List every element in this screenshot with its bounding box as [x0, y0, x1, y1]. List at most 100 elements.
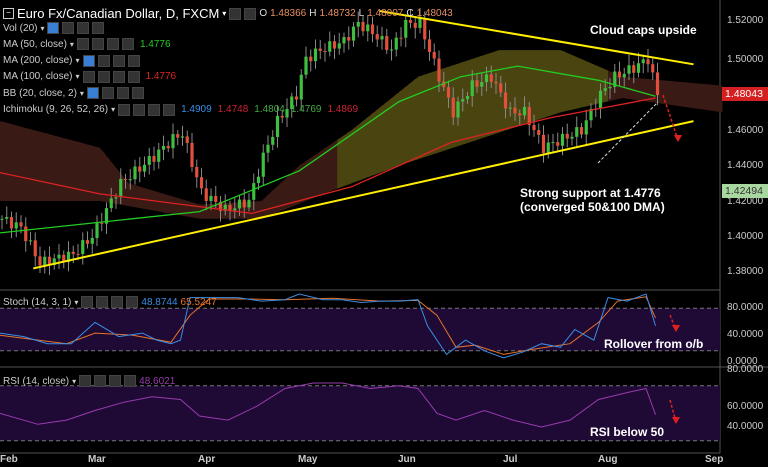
stoch-k-value: 48.8744 [141, 296, 178, 308]
candle [57, 254, 61, 259]
plus-icon[interactable] [111, 296, 124, 308]
ichimoku-cloud [674, 81, 680, 107]
candle [494, 81, 498, 84]
candle [584, 120, 588, 135]
candle [161, 145, 166, 150]
price-tick: 1.52000 [727, 15, 764, 26]
close-icon[interactable] [127, 70, 140, 83]
candle [570, 136, 574, 139]
ichimoku-cloud [688, 82, 694, 109]
candle [385, 36, 389, 51]
candle [627, 65, 631, 74]
ichimoku-cloud [280, 178, 286, 212]
ichimoku-cloud [28, 128, 34, 201]
ichimoku-cloud [166, 194, 172, 214]
plus-icon[interactable] [112, 70, 125, 83]
collapse-icon[interactable]: − [3, 8, 14, 19]
dashed-arrow [597, 101, 659, 164]
gear-icon[interactable] [244, 7, 257, 20]
candle [437, 58, 441, 82]
candle [62, 254, 66, 263]
indicator-label[interactable]: BB (20, close, 2) [3, 87, 77, 99]
close-icon[interactable] [127, 54, 140, 67]
candle [24, 226, 28, 242]
plus-icon[interactable] [116, 87, 129, 100]
candle [109, 198, 113, 209]
candle [370, 24, 375, 35]
visibility-icon[interactable] [86, 87, 99, 100]
visibility-icon[interactable] [79, 375, 92, 387]
rsi-tick: 40.0000 [727, 421, 764, 432]
close-icon[interactable] [92, 22, 105, 34]
candle [461, 99, 465, 102]
ichimoku-cloud [80, 142, 86, 201]
gear-icon[interactable] [96, 296, 109, 308]
gear-icon[interactable] [133, 103, 146, 116]
plus-icon[interactable] [148, 103, 161, 116]
plus-icon[interactable] [106, 38, 119, 51]
ichimoku-cloud [522, 50, 528, 125]
month-label: Feb [0, 454, 18, 465]
red-arrow [662, 94, 679, 141]
indicator-value: 1.4909 [181, 104, 212, 115]
visibility-icon[interactable] [229, 7, 242, 20]
close-icon[interactable] [131, 87, 144, 100]
ichimoku-cloud [114, 165, 120, 205]
red-arrow [669, 314, 677, 331]
ichimoku-cloud [413, 76, 419, 161]
candle [95, 222, 99, 238]
indicator-label[interactable]: MA (200, close) [3, 55, 73, 67]
gear-icon[interactable] [97, 54, 110, 67]
ichimoku-cloud [294, 165, 300, 206]
close-icon[interactable] [163, 103, 176, 116]
ichimoku-cloud [475, 56, 481, 141]
candle [223, 204, 227, 211]
indicator-label[interactable]: MA (50, close) [3, 38, 67, 50]
ichimoku-cloud [270, 187, 276, 215]
ichimoku-cloud [565, 52, 571, 112]
candle [432, 51, 436, 59]
indicator-value: 1.4776 [145, 71, 177, 83]
annotation-cloud: Cloud caps upside [590, 23, 697, 37]
visibility-icon[interactable] [81, 296, 94, 308]
visibility-icon[interactable] [82, 70, 95, 83]
visibility-icon[interactable] [76, 38, 89, 51]
candle [133, 166, 137, 180]
candle [641, 59, 645, 64]
visibility-icon[interactable] [47, 22, 60, 34]
close-icon[interactable] [124, 375, 137, 387]
gear-icon[interactable] [62, 22, 75, 34]
ichimoku-cloud [95, 146, 101, 201]
plus-icon[interactable] [112, 54, 125, 67]
gear-icon[interactable] [97, 70, 110, 83]
indicator-label[interactable]: MA (100, close) [3, 71, 73, 83]
symbol-title[interactable]: Euro Fx/Canadian Dollar, D, FXCM [17, 6, 220, 21]
candle [256, 176, 261, 184]
rsi-label[interactable]: RSI (14, close) [3, 375, 70, 387]
ichimoku-cloud [128, 183, 134, 207]
rsi-band [0, 385, 720, 441]
gear-icon[interactable] [91, 38, 104, 51]
close-icon[interactable] [121, 38, 134, 51]
plus-icon[interactable] [109, 375, 122, 387]
close-icon[interactable] [126, 296, 139, 308]
ichimoku-cloud [313, 152, 319, 198]
visibility-icon[interactable] [118, 103, 131, 116]
indicator-label[interactable]: Ichimoku (9, 26, 52, 26) [3, 104, 109, 115]
candle [546, 142, 550, 154]
candle [294, 96, 299, 100]
indicator-label[interactable]: Vol (20) [3, 22, 38, 34]
plus-icon[interactable] [77, 22, 90, 34]
ichimoku-cloud [147, 188, 153, 211]
ichimoku-cloud [536, 50, 542, 121]
gear-icon[interactable] [94, 375, 107, 387]
stoch-label[interactable]: Stoch (14, 3, 1) [3, 296, 72, 308]
gear-icon[interactable] [101, 87, 114, 100]
ichimoku-cloud [584, 60, 590, 107]
ichimoku-cloud [470, 57, 476, 143]
candle [603, 88, 607, 91]
ichimoku-cloud [389, 95, 395, 170]
visibility-icon[interactable] [82, 54, 95, 67]
candle [356, 21, 360, 27]
